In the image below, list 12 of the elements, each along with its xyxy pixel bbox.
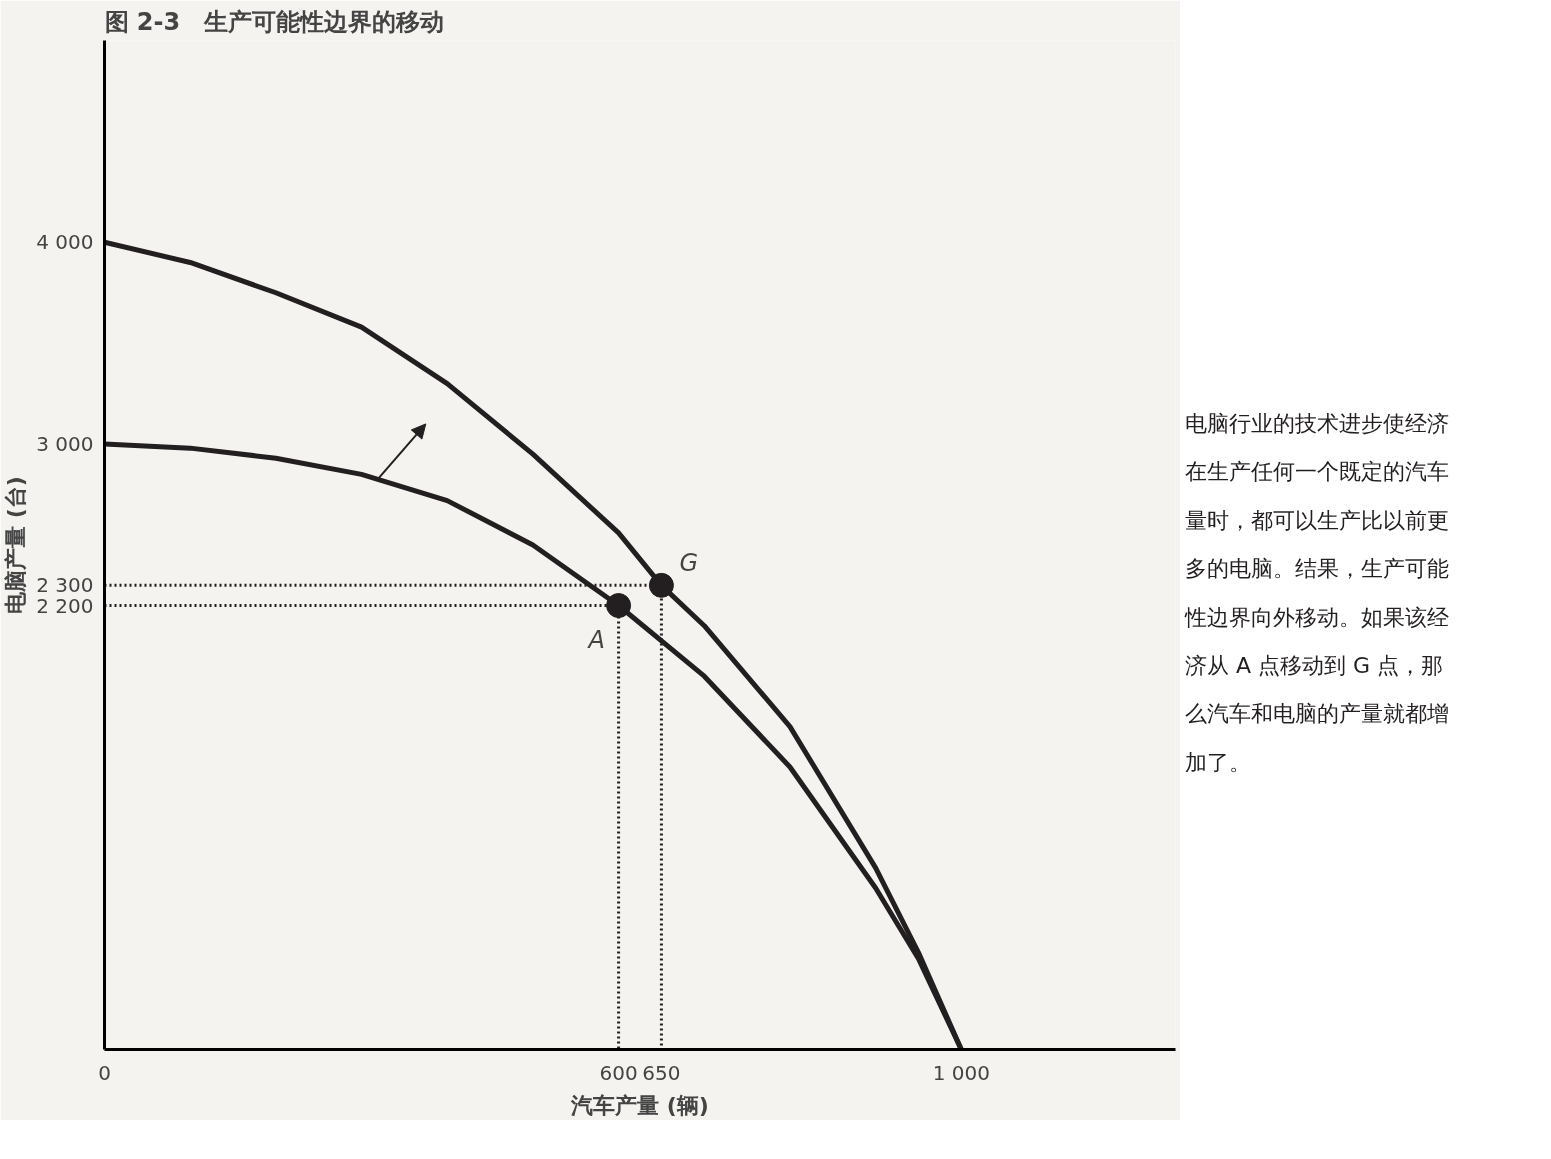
annotation: A	[586, 625, 605, 654]
x-axis-title: 汽车产量 (辆)	[570, 1092, 709, 1118]
y-tick-label: 4 000	[36, 230, 94, 255]
text: 电脑行业的技术进步使经济在生产任何一个既定的汽车量时，都可以生产比以前更多的电脑。结果，生产可能性边界向外移动。如果该经济从 A 点移动到 G 点，那么汽车和电脑的产量就都增加了。	[1185, 410, 1450, 777]
x-tick-label: 650	[642, 1060, 681, 1085]
annotation: G	[679, 549, 699, 578]
y-axis-title: 电脑产量 (台)	[3, 476, 29, 614]
x-tick-label: 0	[98, 1060, 111, 1085]
chart-title: 图 2-3 生产可能性边界的移动	[104, 7, 445, 36]
x-tick-label: 1 000	[932, 1060, 990, 1085]
y-tick-label: 3 000	[36, 432, 94, 457]
x-tick-label: 600	[599, 1060, 638, 1085]
